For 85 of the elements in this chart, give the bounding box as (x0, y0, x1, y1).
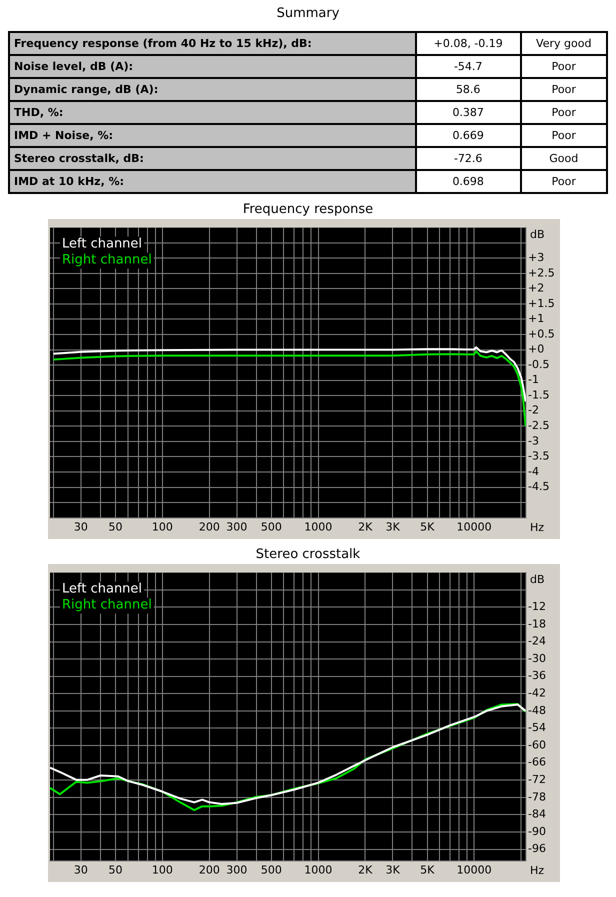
text: Poor (520, 101, 607, 124)
y-tick-label: -90 (528, 824, 546, 838)
x-tick-label: 100 (152, 863, 173, 876)
text: Left channel (62, 581, 142, 596)
y-tick-label: -3.5 (528, 450, 550, 463)
text: -54.7 (416, 55, 521, 78)
x-tick-label: 10000 (456, 520, 492, 534)
y-tick-label: -18 (528, 617, 546, 630)
text: 0.669 (416, 124, 521, 147)
y-tick-label: -2.5 (528, 419, 550, 432)
text: Very good (520, 32, 607, 55)
y-tick-label: -30 (528, 652, 546, 665)
x-axis-title: Hz (530, 864, 544, 878)
text: +0.08, -0.19 (416, 32, 521, 55)
text: Summary (276, 5, 340, 23)
y-tick-label: -1 (528, 373, 539, 386)
y-tick-label: -96 (528, 842, 546, 856)
text: IMD + Noise, %: (9, 124, 416, 147)
x-tick-label: 2K (358, 520, 374, 534)
text: Left channel (62, 236, 142, 252)
y-tick-label: -72 (528, 772, 546, 786)
chart-title: Stereo crosstalk (254, 546, 362, 564)
x-tick-label: 2K (358, 863, 374, 876)
y-tick-label: -4 (528, 464, 539, 478)
x-tick-label: 50 (108, 863, 122, 876)
x-tick-label: 1000 (304, 863, 332, 876)
x-tick-label: 200 (198, 520, 220, 534)
text: -72.6 (416, 147, 521, 170)
text: Poor (520, 124, 607, 147)
y-axis-title: dB (530, 572, 545, 586)
x-tick-label: 3K (386, 520, 401, 534)
text: Right channel (62, 252, 152, 268)
y-tick-label: -78 (528, 790, 546, 804)
text: Dynamic range, dB (A): (9, 78, 416, 101)
text: Stereo crosstalk, dB: (9, 147, 416, 170)
text: Good (520, 147, 607, 170)
x-tick-label: 5K (420, 863, 436, 876)
y-tick-label: -60 (528, 738, 546, 752)
text: THD, %: (9, 101, 416, 124)
x-tick-label: 300 (226, 863, 248, 876)
x-tick-label: 3K (386, 863, 401, 876)
x-tick-label: 300 (226, 520, 248, 534)
text: Poor (520, 170, 607, 193)
y-tick-label: -12 (528, 600, 546, 614)
y-tick-label: +1.5 (528, 296, 555, 310)
x-tick-label: 30 (74, 520, 88, 534)
y-tick-label: +1 (528, 312, 544, 326)
text: IMD at 10 kHz, %: (9, 170, 416, 193)
chart-title: Frequency response (242, 201, 374, 219)
y-tick-label: +0.5 (528, 327, 555, 340)
x-tick-label: 10000 (456, 863, 492, 876)
y-tick-label: -2 (528, 404, 539, 417)
text: Poor (520, 55, 607, 78)
text: Right channel (62, 597, 152, 612)
y-tick-label: -4.5 (528, 480, 550, 494)
y-tick-label: -3 (528, 434, 539, 448)
x-tick-label: 500 (260, 863, 282, 876)
y-tick-label: +0 (528, 342, 544, 356)
y-tick-label: -84 (528, 808, 546, 821)
y-tick-label: -42 (528, 686, 546, 700)
x-tick-label: 100 (152, 520, 173, 534)
text: Poor (520, 78, 607, 101)
text: Frequency response (from 40 Hz to 15 kHz), dB: (9, 32, 416, 55)
text: Noise level, dB (A): (9, 55, 416, 78)
x-tick-label: 30 (74, 863, 88, 876)
y-tick-label: +2.5 (528, 266, 555, 280)
y-tick-label: -0.5 (528, 358, 550, 371)
y-tick-label: -66 (528, 756, 546, 769)
x-tick-label: 500 (260, 520, 282, 534)
text: 58.6 (416, 78, 521, 101)
x-tick-label: 50 (108, 520, 122, 534)
x-tick-label: 200 (198, 863, 220, 876)
text: 0.698 (416, 170, 521, 193)
y-tick-label: +2 (528, 282, 544, 295)
y-tick-label: -1.5 (528, 388, 550, 402)
x-tick-label: 5K (420, 520, 436, 534)
y-axis-title: dB (530, 228, 545, 241)
y-tick-label: -24 (528, 634, 546, 648)
y-tick-label: -36 (528, 669, 546, 682)
y-tick-label: -54 (528, 721, 546, 734)
y-tick-label: +3 (528, 251, 544, 264)
x-axis-title: Hz (530, 521, 544, 534)
y-tick-label: -48 (528, 704, 546, 717)
text: 0.387 (416, 101, 521, 124)
x-tick-label: 1000 (304, 520, 332, 534)
